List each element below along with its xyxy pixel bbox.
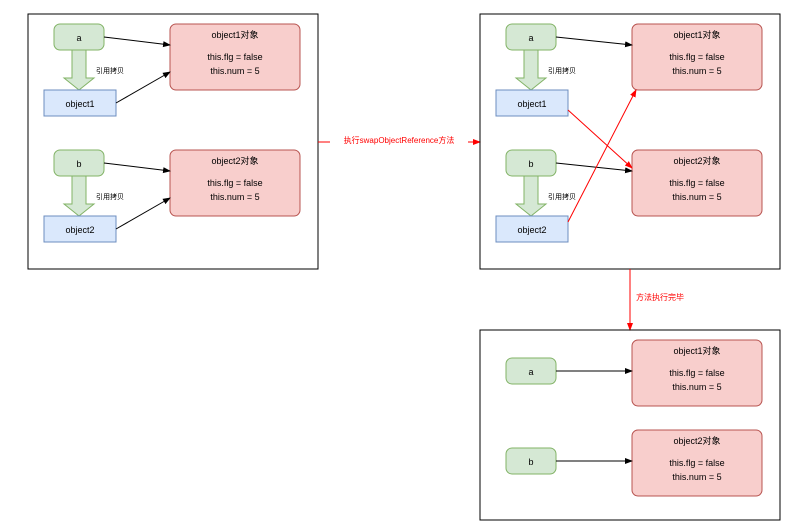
var-a-label-p3: a: [528, 367, 533, 377]
object2-target-l2-p3: this.num = 5: [672, 472, 721, 482]
copy-arrow-a-p1: [64, 50, 94, 90]
object2-target-l2-p2: this.num = 5: [672, 192, 721, 202]
object1-target-l2-p1: this.num = 5: [210, 66, 259, 76]
object2-target-l1-p2: this.flg = false: [669, 178, 724, 188]
arrow-a-to-obj1t-p2: [556, 37, 632, 45]
copy-label-a-p1: 引用拷贝: [96, 66, 124, 75]
center-label: 执行swapObjectReference方法: [344, 135, 455, 145]
object1-target-l2-p3: this.num = 5: [672, 382, 721, 392]
copy-arrow-b-p2: [516, 176, 546, 216]
object1-target-title-p2: object1对象: [673, 29, 720, 40]
var-a-label-p1: a: [76, 33, 81, 43]
object2-target-l1-p3: this.flg = false: [669, 458, 724, 468]
arrow-object2-to-obj1t-p2: [568, 90, 636, 222]
arrow-b-to-obj2t-p2: [556, 163, 632, 171]
var-b-label-p2: b: [528, 159, 533, 169]
arrow-object1-to-obj1t-p1: [116, 72, 170, 103]
object1-target-title-p1: object1对象: [211, 29, 258, 40]
object1-target-l1-p2: this.flg = false: [669, 52, 724, 62]
arrow-b-to-obj2t-p1: [104, 163, 170, 171]
copy-arrow-a-p2: [516, 50, 546, 90]
mid-label: 方法执行完毕: [636, 292, 684, 302]
arrow-object2-to-obj2t-p1: [116, 198, 170, 229]
object1-label-p2: object1: [517, 99, 546, 109]
object1-label-p1: object1: [65, 99, 94, 109]
copy-label-b-p1: 引用拷贝: [96, 192, 124, 201]
object2-target-l2-p1: this.num = 5: [210, 192, 259, 202]
object1-target-l1-p1: this.flg = false: [207, 52, 262, 62]
object1-target-title-p3: object1对象: [673, 345, 720, 356]
copy-label-a-p2: 引用拷贝: [548, 66, 576, 75]
copy-arrow-b-p1: [64, 176, 94, 216]
object1-target-l1-p3: this.flg = false: [669, 368, 724, 378]
var-b-label-p3: b: [528, 457, 533, 467]
object2-target-l1-p1: this.flg = false: [207, 178, 262, 188]
object2-target-title-p2: object2对象: [673, 155, 720, 166]
var-a-label-p2: a: [528, 33, 533, 43]
object2-target-title-p3: object2对象: [673, 435, 720, 446]
var-b-label-p1: b: [76, 159, 81, 169]
object2-label-p2: object2: [517, 225, 546, 235]
object2-label-p1: object2: [65, 225, 94, 235]
object1-target-l2-p2: this.num = 5: [672, 66, 721, 76]
object2-target-title-p1: object2对象: [211, 155, 258, 166]
copy-label-b-p2: 引用拷贝: [548, 192, 576, 201]
arrow-a-to-obj1t-p1: [104, 37, 170, 45]
